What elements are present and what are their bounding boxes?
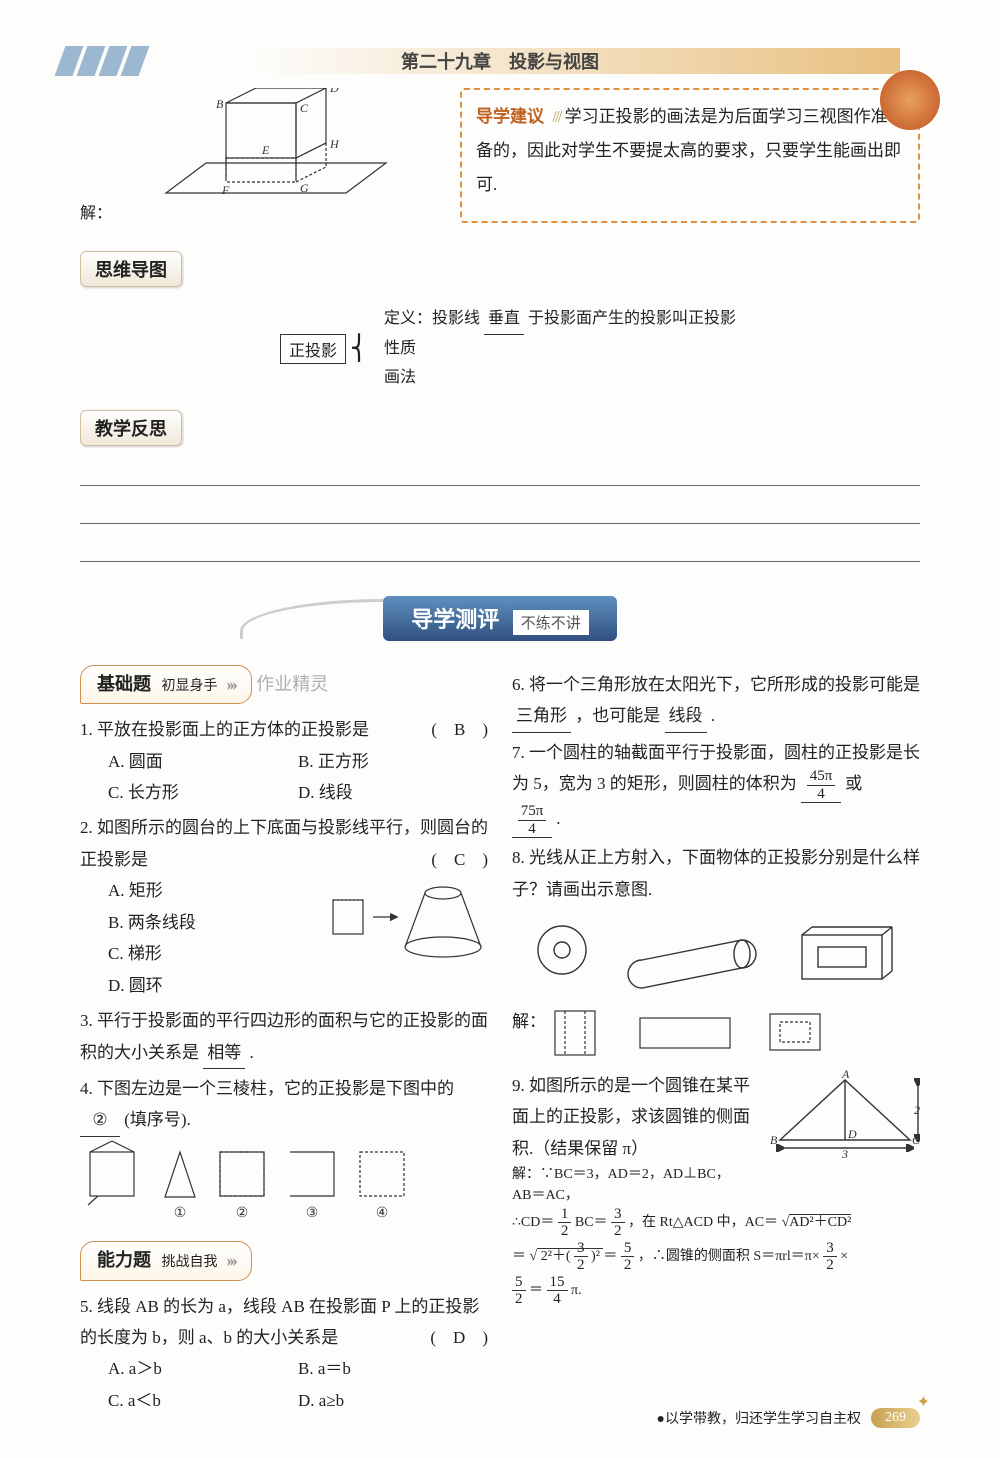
study-advice-box: 导学建议 /// 学习正投影的画法是为后面学习三视图作准备的，因此对学生不要提太… xyxy=(460,88,920,223)
question-2: 2. 如图所示的圆台的上下底面与投影线平行，则圆台的正投影是 ( C ) A. … xyxy=(80,812,488,1001)
prism-options-diagram: ① ② ③ ④ xyxy=(80,1137,440,1227)
solution-label: 解： xyxy=(80,205,112,222)
svg-text:C: C xyxy=(300,101,309,115)
svg-text:③: ③ xyxy=(306,1206,319,1221)
question-7: 7. 一个圆柱的轴截面平行于投影面，圆柱的正投影是长为 5，宽为 3 的矩形，则… xyxy=(512,737,920,839)
mascot-icon xyxy=(880,70,940,130)
svg-text:F: F xyxy=(221,183,230,197)
q7-answer-2: 75π4 xyxy=(512,803,552,838)
svg-text:A: A xyxy=(841,1070,850,1081)
reflection-lines xyxy=(80,454,920,562)
q7-answer-1: 45π4 xyxy=(801,768,841,803)
basic-tag: 基础题 初显身手 ››› xyxy=(80,665,252,704)
watermark-text: 作业精灵 xyxy=(256,674,328,694)
q2-answer: ( C ) xyxy=(431,844,488,875)
question-1: 1. 平放在投影面上的正方体的正投影是 ( B ) A. 圆面B. 正方形 C.… xyxy=(80,714,488,808)
q5-answer: ( D ) xyxy=(430,1322,488,1353)
question-3: 3. 平行于投影面的平行四边形的面积与它的正投影的面积的大小关系是 相等 . xyxy=(80,1005,488,1069)
question-6: 6. 将一个三角形放在太阳光下，它所形成的投影可能是 三角形 ，也可能是 线段 … xyxy=(512,669,920,733)
svg-text:④: ④ xyxy=(376,1206,389,1221)
q6-answer-1: 三角形 xyxy=(512,700,571,732)
cube-projection-diagram: A D B C E H F G xyxy=(146,88,406,218)
q1-answer: ( B ) xyxy=(431,714,488,745)
q3-answer: 相等 xyxy=(203,1037,245,1069)
svg-text:B: B xyxy=(770,1133,778,1147)
q9-cone-triangle: A B C D 2 3 xyxy=(770,1070,920,1160)
mindmap-diagram: 正投影 ⎨ 定义：投影线 垂直 于投影面产生的投影叫正投影 性质 画法 xyxy=(280,305,920,392)
q6-answer-2: 线段 xyxy=(665,700,707,732)
question-9: 9. 如图所示的是一个圆锥在某平面上的正投影，求该圆锥的侧面积.（结果保留 π）… xyxy=(512,1070,920,1308)
assessment-banner: 导学测评 不练不讲 xyxy=(383,596,617,640)
svg-text:②: ② xyxy=(236,1206,249,1221)
q8-solution-diagram xyxy=(550,1006,830,1066)
svg-text:D: D xyxy=(847,1127,857,1141)
svg-text:3: 3 xyxy=(841,1147,848,1160)
svg-text:①: ① xyxy=(174,1206,187,1221)
svg-text:H: H xyxy=(329,137,340,151)
star-icon: ✦ xyxy=(917,1392,930,1412)
question-8: 8. 光线从正上方射入，下面物体的正投影分别是什么样子？请画出示意图. 解： xyxy=(512,842,920,1065)
mindmap-root: 正投影 xyxy=(280,334,346,364)
frustum-diagram xyxy=(328,875,488,965)
svg-text:G: G xyxy=(300,181,309,195)
chapter-title: 第二十九章 投影与视图 xyxy=(0,40,1000,74)
q9-solution: 解：∵BC＝3，AD＝2，AD⊥BC， AB＝AC， ∴CD＝ 12 BC＝ 3… xyxy=(512,1164,920,1308)
mindmap-tag: 思维导图 xyxy=(80,251,182,287)
page-number: 269 ✦ xyxy=(871,1408,920,1428)
advice-label: 导学建议 xyxy=(476,107,544,126)
svg-text:B: B xyxy=(216,97,224,111)
svg-text:C: C xyxy=(912,1133,920,1147)
footer-motto: ●以学带教，归还学生学习自主权 xyxy=(657,1408,861,1428)
question-5: 5. 线段 AB 的长为 a，线段 AB 在投影面 P 上的正投影的长度为 b，… xyxy=(80,1291,488,1417)
svg-text:2: 2 xyxy=(914,1103,920,1117)
hatch-icon: /// xyxy=(552,100,560,134)
svg-text:D: D xyxy=(329,88,339,95)
reflection-tag: 教学反思 xyxy=(80,410,182,446)
page-footer: ●以学带教，归还学生学习自主权 269 ✦ xyxy=(657,1408,920,1428)
question-4: 4. 下图左边是一个三棱柱，它的正投影是下图中的 ② (填序号). xyxy=(80,1073,488,1237)
q8-objects-diagram xyxy=(512,905,912,995)
ability-tag: 能力题 挑战自我 ››› xyxy=(80,1241,252,1280)
q4-answer: ② xyxy=(80,1104,120,1136)
mindmap-blank-1: 垂直 xyxy=(484,305,524,335)
svg-text:A: A xyxy=(253,88,262,89)
svg-text:E: E xyxy=(261,143,270,157)
